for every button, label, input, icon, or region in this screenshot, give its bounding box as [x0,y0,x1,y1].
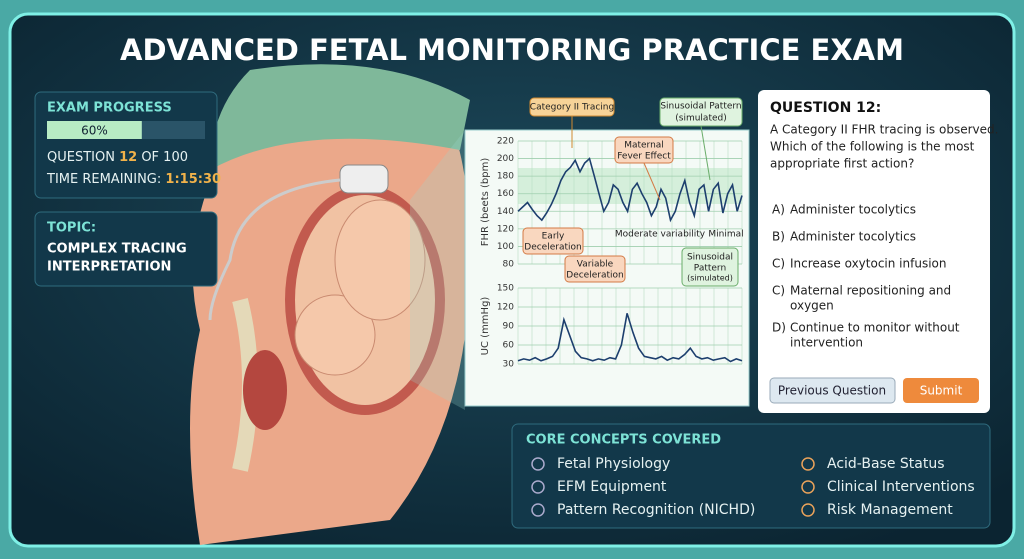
annotation: Category II Tracing [530,103,614,113]
tracing-line [517,313,743,363]
y-tick-label: 120 [497,224,514,234]
title: ADVANCED FETAL MONITORING PRACTICE EXAM [120,33,904,67]
topic-heading: TOPIC: [47,221,96,236]
submit-label[interactable]: Submit [920,384,963,398]
previous-label[interactable]: Previous Question [778,384,886,398]
concept-icon [801,503,815,517]
option-letter[interactable]: A) [772,203,785,217]
annotation: Deceleration [566,271,623,281]
annotation: Fever Effect [617,152,671,162]
annotation: Pattern [694,264,726,274]
annotation: Moderate variability [615,230,706,240]
annotation: Early [542,232,565,242]
option-text[interactable]: Increase oxytocin infusion [790,257,946,271]
y-tick-label: 180 [497,172,514,182]
y-tick-label: 120 [497,303,514,313]
fhr-axis-label: FHR (beets (bpm) [480,158,491,247]
y-tick-label: 100 [497,242,514,252]
y-tick-label: 200 [497,154,514,164]
y-tick-label: 60 [503,341,515,351]
topic-panel [34,211,218,287]
option-text[interactable]: Administer tocolytics [790,230,916,244]
y-tick-label: 80 [503,260,515,270]
annotation: Deceleration [524,243,581,253]
question-text: A Category II FHR tracing is observed. Wh… [770,123,998,171]
annotation: Minimal [708,230,743,240]
option-text[interactable]: Continue to monitor without [790,321,960,335]
option-letter[interactable]: C) [772,284,785,298]
progress-heading: EXAM PROGRESS [47,101,172,116]
y-tick-label: 150 [497,284,514,294]
option-letter[interactable]: C) [772,257,785,271]
progress-panel [34,91,218,199]
concept-item: Risk Management [827,502,953,518]
concept-item: Pattern Recognition (NICHD) [557,502,755,518]
illustration [190,64,470,546]
annotation: Variable [577,260,614,270]
text: TIME REMAINING: [46,172,161,187]
topic-line: INTERPRETATION [47,260,171,275]
annotation-pointer [643,162,661,201]
concepts-panel [511,423,991,529]
text: 1:15:30 [165,172,221,187]
option-text[interactable]: Maternal repositioning and [790,284,951,298]
option-text[interactable]: Administer tocolytics [790,203,916,217]
concept-item: Fetal Physiology [557,456,670,472]
concept-item: Clinical Interventions [827,479,975,495]
annotations: Category II Tracing Sinusoidal Pattern (… [522,97,744,287]
text: OF 100 [141,150,188,165]
text: QUESTION [47,150,115,165]
submit-button[interactable] [903,378,979,403]
question-line: A Category II FHR tracing is observed. [770,123,998,137]
annotation-pointer [700,125,711,181]
y-tick-label: 220 [497,137,514,147]
topic-line: COMPLEX TRACING [47,242,187,257]
annotation: Sinusoidal [687,253,733,263]
concept-icon [531,457,545,471]
option-letter[interactable]: B) [772,230,785,244]
question-heading: QUESTION 12: [770,100,881,116]
progress-label: 60% [81,124,108,138]
concept-icon [531,480,545,494]
concept-item: EFM Equipment [557,479,667,495]
annotation: (simulated) [675,114,726,124]
option-text[interactable]: oxygen [790,299,834,313]
concept-icon [801,457,815,471]
concept-item: Acid-Base Status [827,456,945,472]
question-panel [758,90,990,413]
annotation-box [522,227,584,255]
uc-axis-label: UC (mmHg) [480,297,491,356]
options: A) Administer tocolytics B) Administer toco… [772,203,960,350]
annotation: Maternal [624,141,664,151]
text: 12 [119,150,137,165]
y-tick-label: 90 [503,322,515,332]
question-count: QUESTION 12 OF 100 [47,150,188,165]
question-line: Which of the following is the most [770,140,975,154]
previous-button[interactable] [769,377,896,404]
y-tick-label: 140 [497,207,514,217]
uc-plot: 30 60 90 120 150 [497,284,743,370]
concept-list: Fetal Physiology EFM Equipment Pattern Rec… [531,456,975,518]
time-remaining: TIME REMAINING: 1:15:30 [46,172,221,187]
tracing-line [517,157,743,223]
concept-icon [531,503,545,517]
option-letter[interactable]: D) [772,321,786,335]
annotation: Sinusoidal Pattern [660,102,741,112]
option-text[interactable]: intervention [790,336,863,350]
y-tick-label: 160 [497,189,514,199]
annotation: (simulated) [687,274,733,283]
progress-fill [47,121,142,139]
concept-icon [801,480,815,494]
annotation-box [681,247,739,287]
concepts-heading: CORE CONCEPTS COVERED [526,433,721,448]
annotation-box [564,255,626,283]
question-line: appropriate first action? [770,157,914,171]
y-tick-label: 30 [503,360,515,370]
